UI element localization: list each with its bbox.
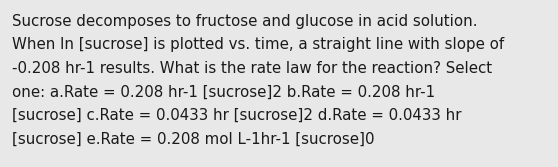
Text: Sucrose decomposes to fructose and glucose in acid solution.: Sucrose decomposes to fructose and gluco… <box>12 14 478 29</box>
Text: [sucrose] e.Rate = 0.208 mol L-1hr-1 [sucrose]0: [sucrose] e.Rate = 0.208 mol L-1hr-1 [su… <box>12 131 374 146</box>
Text: [sucrose] c.Rate = 0.0433 hr [sucrose]2 d.Rate = 0.0433 hr: [sucrose] c.Rate = 0.0433 hr [sucrose]2 … <box>12 108 461 123</box>
Text: -0.208 hr-1 results. What is the rate law for the reaction? Select: -0.208 hr-1 results. What is the rate la… <box>12 61 492 76</box>
Text: When ln [sucrose] is plotted vs. time, a straight line with slope of: When ln [sucrose] is plotted vs. time, a… <box>12 38 504 52</box>
Text: one: a.Rate = 0.208 hr-1 [sucrose]2 b.Rate = 0.208 hr-1: one: a.Rate = 0.208 hr-1 [sucrose]2 b.Ra… <box>12 85 435 100</box>
